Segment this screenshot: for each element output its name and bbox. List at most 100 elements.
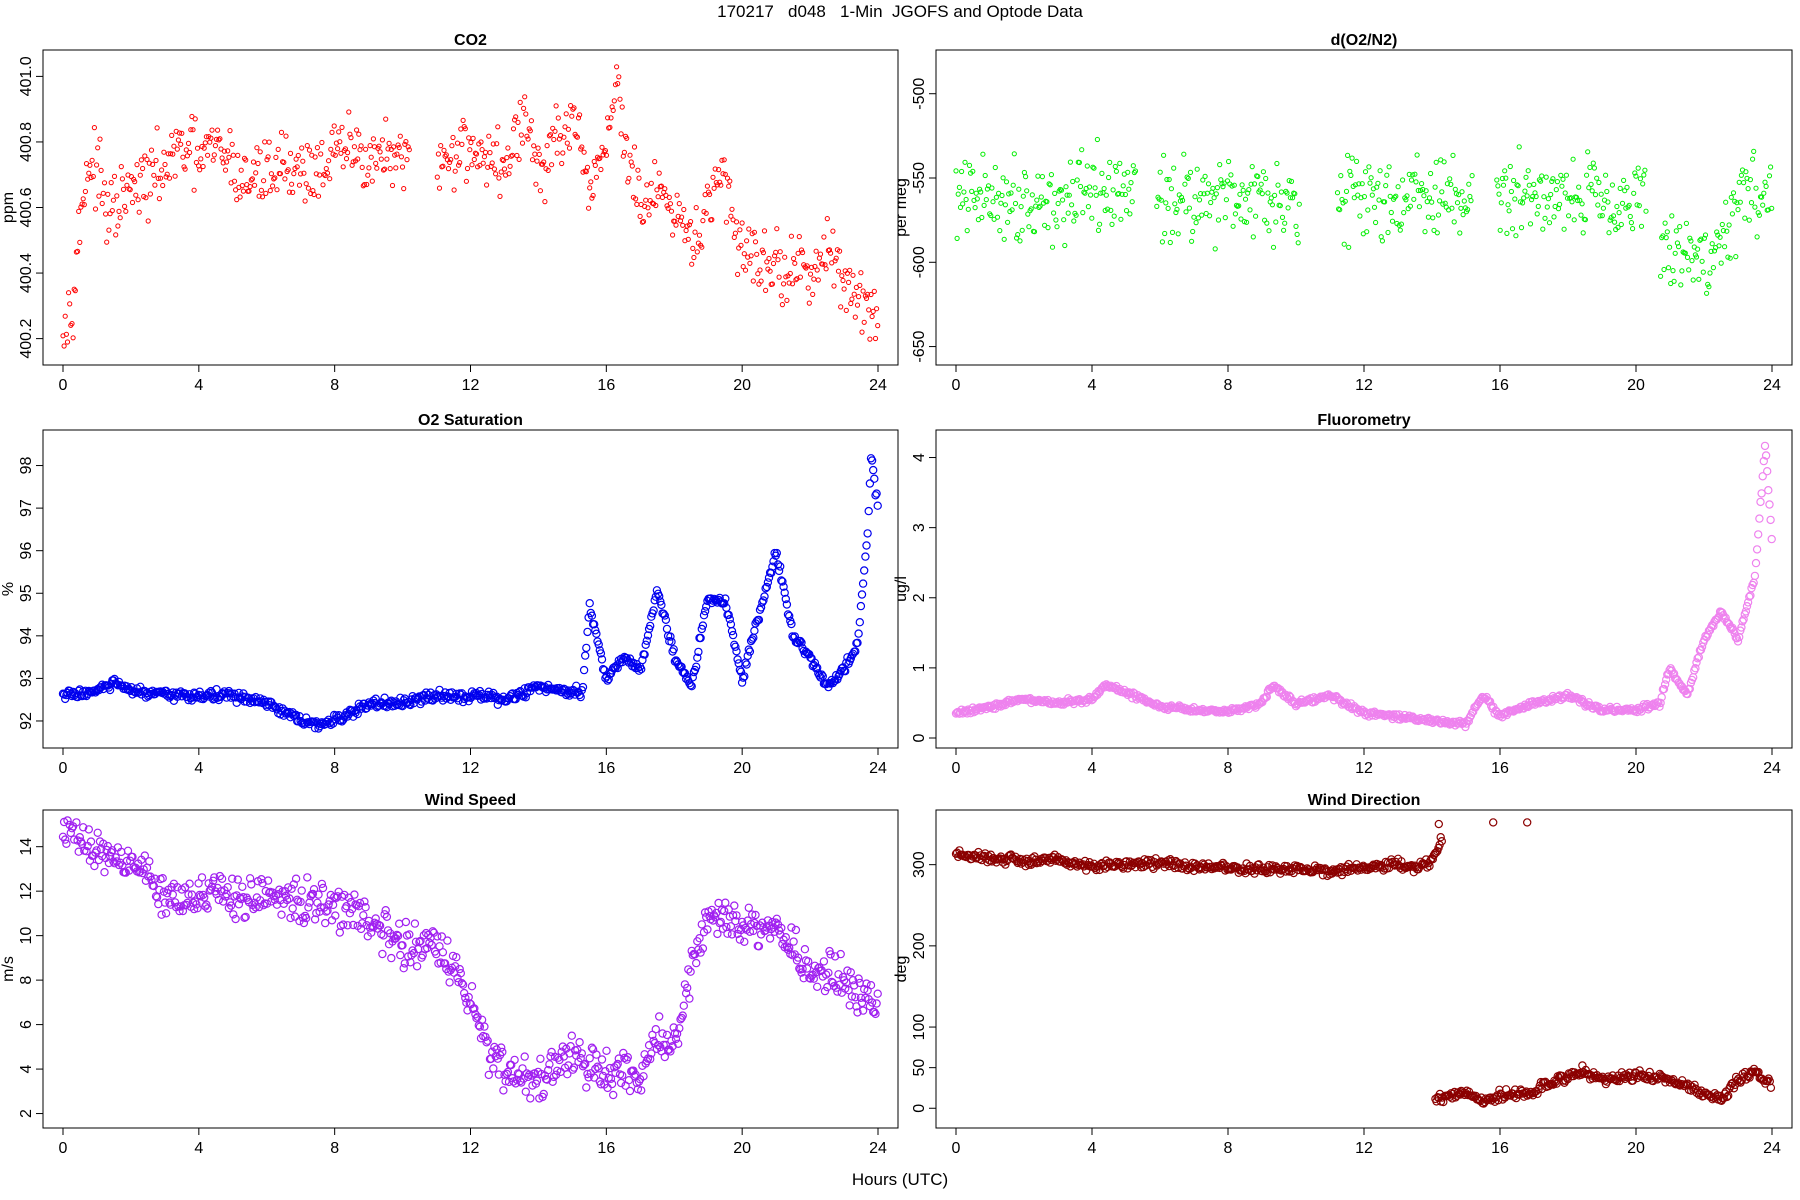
data-point: [1703, 630, 1712, 639]
data-point: [1428, 170, 1434, 177]
data-point: [138, 157, 144, 163]
data-point: [614, 64, 620, 70]
data-point: [82, 188, 89, 195]
data-point: [648, 180, 654, 186]
data-point: [155, 885, 164, 895]
data-point: [1554, 179, 1561, 185]
data-point: [561, 134, 567, 140]
x-tick-label: 20: [733, 377, 751, 394]
data-point: [462, 998, 471, 1007]
data-point: [699, 611, 709, 620]
data-point: [476, 695, 486, 704]
data-point: [1296, 201, 1302, 207]
data-point: [779, 582, 788, 591]
data-point: [977, 186, 983, 192]
data-point: [1002, 202, 1009, 208]
data-point: [1720, 228, 1727, 234]
y-tick-label: 400.8: [18, 122, 35, 162]
data-point: [756, 603, 766, 612]
data-point: [1723, 618, 1733, 628]
data-point: [703, 925, 712, 934]
data-point: [1658, 273, 1664, 279]
data-point: [858, 579, 868, 588]
data-point: [84, 825, 94, 834]
data-point: [485, 164, 491, 170]
data-point: [1063, 184, 1069, 190]
data-point: [744, 238, 750, 244]
x-tick-label: 0: [952, 760, 961, 777]
data-point: [720, 171, 726, 177]
data-point: [781, 594, 791, 604]
data-point: [479, 147, 485, 153]
data-point: [395, 919, 404, 928]
data-point: [243, 157, 249, 163]
data-point: [361, 903, 370, 912]
data-point: [871, 288, 877, 294]
data-point: [1606, 230, 1612, 236]
data-point: [1585, 149, 1591, 155]
data-point: [685, 994, 694, 1003]
data-point: [624, 135, 630, 141]
data-point: [700, 607, 710, 616]
data-point: [458, 980, 468, 989]
data-point: [449, 143, 455, 149]
data-point: [238, 167, 244, 173]
data-point: [732, 911, 741, 920]
data-point: [1746, 217, 1752, 223]
data-point: [209, 127, 215, 133]
data-point: [1346, 244, 1352, 250]
data-point: [854, 629, 863, 638]
data-point: [1527, 221, 1534, 227]
data-point: [291, 874, 301, 883]
data-point: [407, 951, 416, 960]
data-point: [231, 914, 240, 924]
y-tick-label: 2: [18, 1109, 35, 1118]
data-point: [315, 193, 322, 199]
data-point: [1496, 191, 1502, 197]
data-point: [1724, 228, 1730, 234]
data-point: [354, 127, 360, 133]
data-point: [723, 929, 732, 938]
data-point: [1116, 190, 1122, 197]
data-point: [1467, 193, 1473, 200]
data-point: [657, 600, 666, 610]
data-point: [118, 164, 124, 170]
data-point: [781, 281, 787, 287]
data-point: [185, 140, 192, 146]
data-point: [1630, 226, 1636, 232]
data-point: [1698, 236, 1704, 242]
data-point: [303, 181, 309, 187]
data-point: [1077, 183, 1084, 190]
data-point: [957, 204, 964, 210]
data-point: [1697, 237, 1703, 243]
data-point: [763, 916, 773, 925]
data-point: [336, 129, 342, 135]
data-point: [452, 168, 458, 174]
data-point: [959, 168, 965, 175]
data-point: [514, 152, 520, 159]
data-point: [1533, 193, 1539, 200]
data-point: [1385, 229, 1391, 236]
data-point: [1266, 228, 1272, 234]
data-point: [649, 606, 658, 615]
data-point: [669, 645, 678, 654]
data-point: [148, 147, 155, 153]
data-point: [265, 154, 271, 160]
data-point: [100, 868, 109, 877]
data-point: [342, 146, 348, 152]
data-point: [869, 465, 878, 475]
data-point: [1578, 212, 1584, 218]
data-point: [1231, 182, 1237, 188]
data-point: [92, 206, 99, 212]
data-point: [464, 165, 471, 172]
data-point: [527, 128, 533, 134]
data-point: [869, 313, 875, 320]
data-point: [263, 190, 269, 196]
data-point: [867, 998, 877, 1007]
data-point: [760, 592, 769, 601]
data-point: [787, 270, 793, 277]
data-point: [531, 143, 537, 149]
data-point: [339, 124, 345, 131]
data-point: [1628, 220, 1635, 226]
data-point: [660, 1052, 670, 1062]
